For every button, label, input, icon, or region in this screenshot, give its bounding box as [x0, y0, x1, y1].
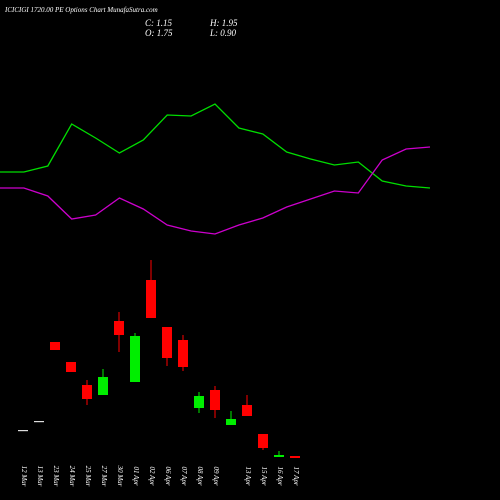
candle-body [226, 419, 236, 425]
x-tick-label: 23 Mar [52, 466, 60, 487]
x-tick-label: 07 Apr [180, 466, 188, 485]
x-tick-label: 09 Apr [212, 466, 220, 485]
line-series [0, 103, 431, 189]
candle-body [18, 430, 28, 432]
open-info: O: 1.75 [145, 28, 173, 38]
x-tick-label: 24 Mar [68, 466, 76, 487]
x-tick-label: 08 Apr [196, 466, 204, 485]
candle-body [82, 385, 92, 399]
x-tick-label: 15 Apr [260, 466, 268, 485]
candle-body [274, 455, 284, 457]
candle-body [194, 396, 204, 408]
close-info: C: 1.15 [145, 18, 173, 28]
candle-body [146, 280, 156, 318]
x-tick-label: 12 Mar [20, 466, 28, 487]
high-info: H: 1.95 [209, 18, 238, 28]
x-tick-label: 13 Mar [36, 466, 44, 487]
candle-body [178, 340, 188, 367]
x-tick-label: 17 Apr [292, 466, 300, 485]
candle-body [210, 390, 220, 410]
x-tick-label: 27 Mar [100, 466, 108, 487]
x-tick-label: 02 Apr [148, 466, 156, 485]
x-tick-label: 06 Apr [164, 466, 172, 485]
candle-body [98, 377, 108, 395]
x-tick-label: 16 Apr [276, 466, 284, 485]
candle-body [242, 405, 252, 416]
x-tick-label: 13 Apr [244, 466, 252, 485]
candle-body [114, 321, 124, 335]
x-tick-label: 01 Apr [132, 466, 140, 485]
candle-body [34, 421, 44, 423]
candle-body [290, 456, 300, 458]
candle-body [66, 362, 76, 372]
x-tick-label: 30 Mar [116, 465, 124, 487]
chart-title: ICICIGI 1720.00 PE Options Chart MunafaS… [4, 6, 158, 14]
candle-body [130, 336, 140, 382]
line-series [0, 146, 431, 235]
x-tick-label: 25 Mar [84, 466, 92, 487]
candle-body [50, 342, 60, 350]
low-info: L: 0.90 [209, 28, 237, 38]
candle-body [162, 327, 172, 358]
candle-body [258, 434, 268, 448]
